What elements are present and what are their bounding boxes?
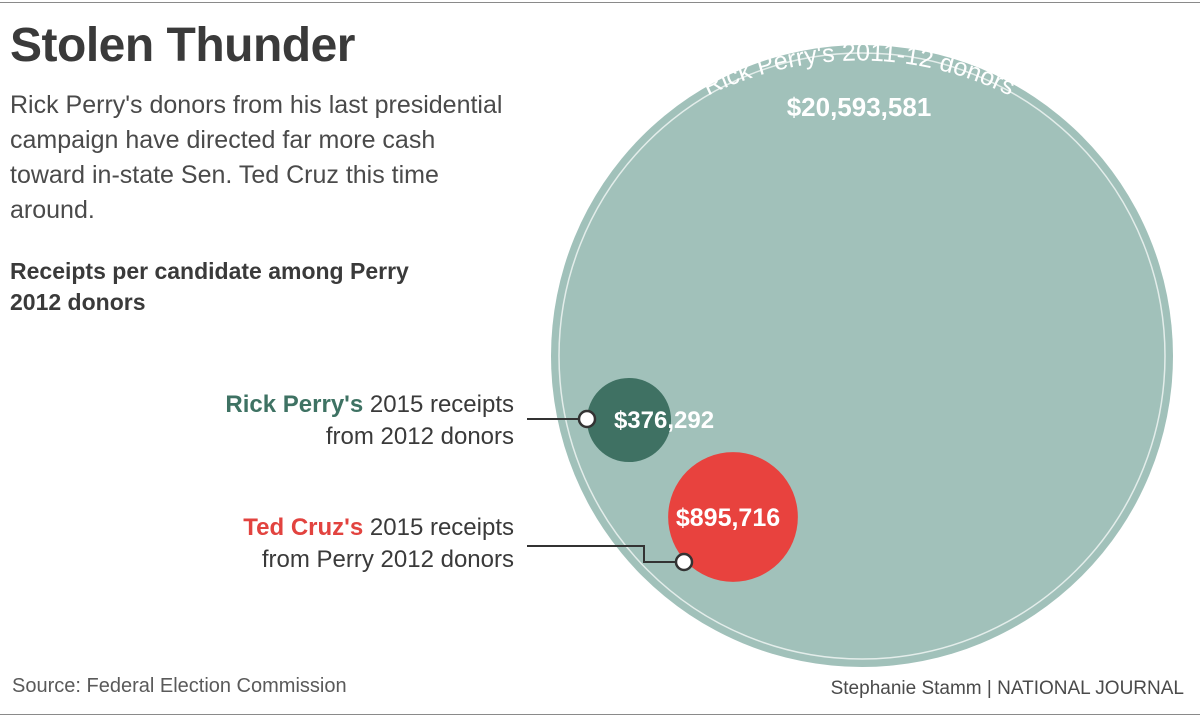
perry-2015-value-label: $376,292 [614, 407, 714, 434]
perry-callout-name: Rick Perry's [225, 391, 364, 418]
perry-callout-line-2: from 2012 donors [325, 423, 514, 450]
bubble-perry-2015-receipts [586, 377, 672, 463]
cruz-leader-dot [674, 552, 694, 572]
source-note: Source: Federal Election Commission [12, 675, 347, 697]
cruz-leader-line [527, 545, 684, 563]
credit-line: Stephanie Stamm | NATIONAL JOURNAL [830, 678, 1184, 699]
chart-title: Stolen Thunder [10, 19, 355, 72]
perry-callout-line-1: Rick Perry's 2015 receipts [225, 389, 514, 421]
cruz-callout-rest-1: 2015 receipts [363, 514, 514, 541]
bottom-rule [0, 714, 1200, 715]
bubble-cruz-2015-receipts [668, 452, 798, 582]
cruz-callout-name: Ted Cruz's [243, 514, 364, 541]
perry-callout: Rick Perry's 2015 receipts from 2012 don… [225, 389, 514, 453]
chart-subtitle: Rick Perry's donors from his last presid… [10, 91, 503, 224]
cruz-2015-value-label: $895,716 [676, 504, 780, 532]
cruz-callout-line-2: from Perry 2012 donors [261, 546, 514, 573]
perry-callout-rest-1: 2015 receipts [363, 391, 514, 418]
perry-leader-dot [577, 409, 597, 429]
chart-heading: Receipts per candidate among Perry 2012 … [10, 258, 409, 315]
cruz-callout-line-1: Ted Cruz's 2015 receipts [243, 512, 514, 544]
bubble-perry-2011-12-donors [551, 45, 1173, 667]
top-rule [0, 2, 1200, 3]
bubble-perry-2011-12-donors-ring [558, 52, 1166, 660]
cruz-callout: Ted Cruz's 2015 receipts from Perry 2012… [243, 512, 514, 576]
big-circle-value-label: $20,593,581 [787, 92, 932, 122]
